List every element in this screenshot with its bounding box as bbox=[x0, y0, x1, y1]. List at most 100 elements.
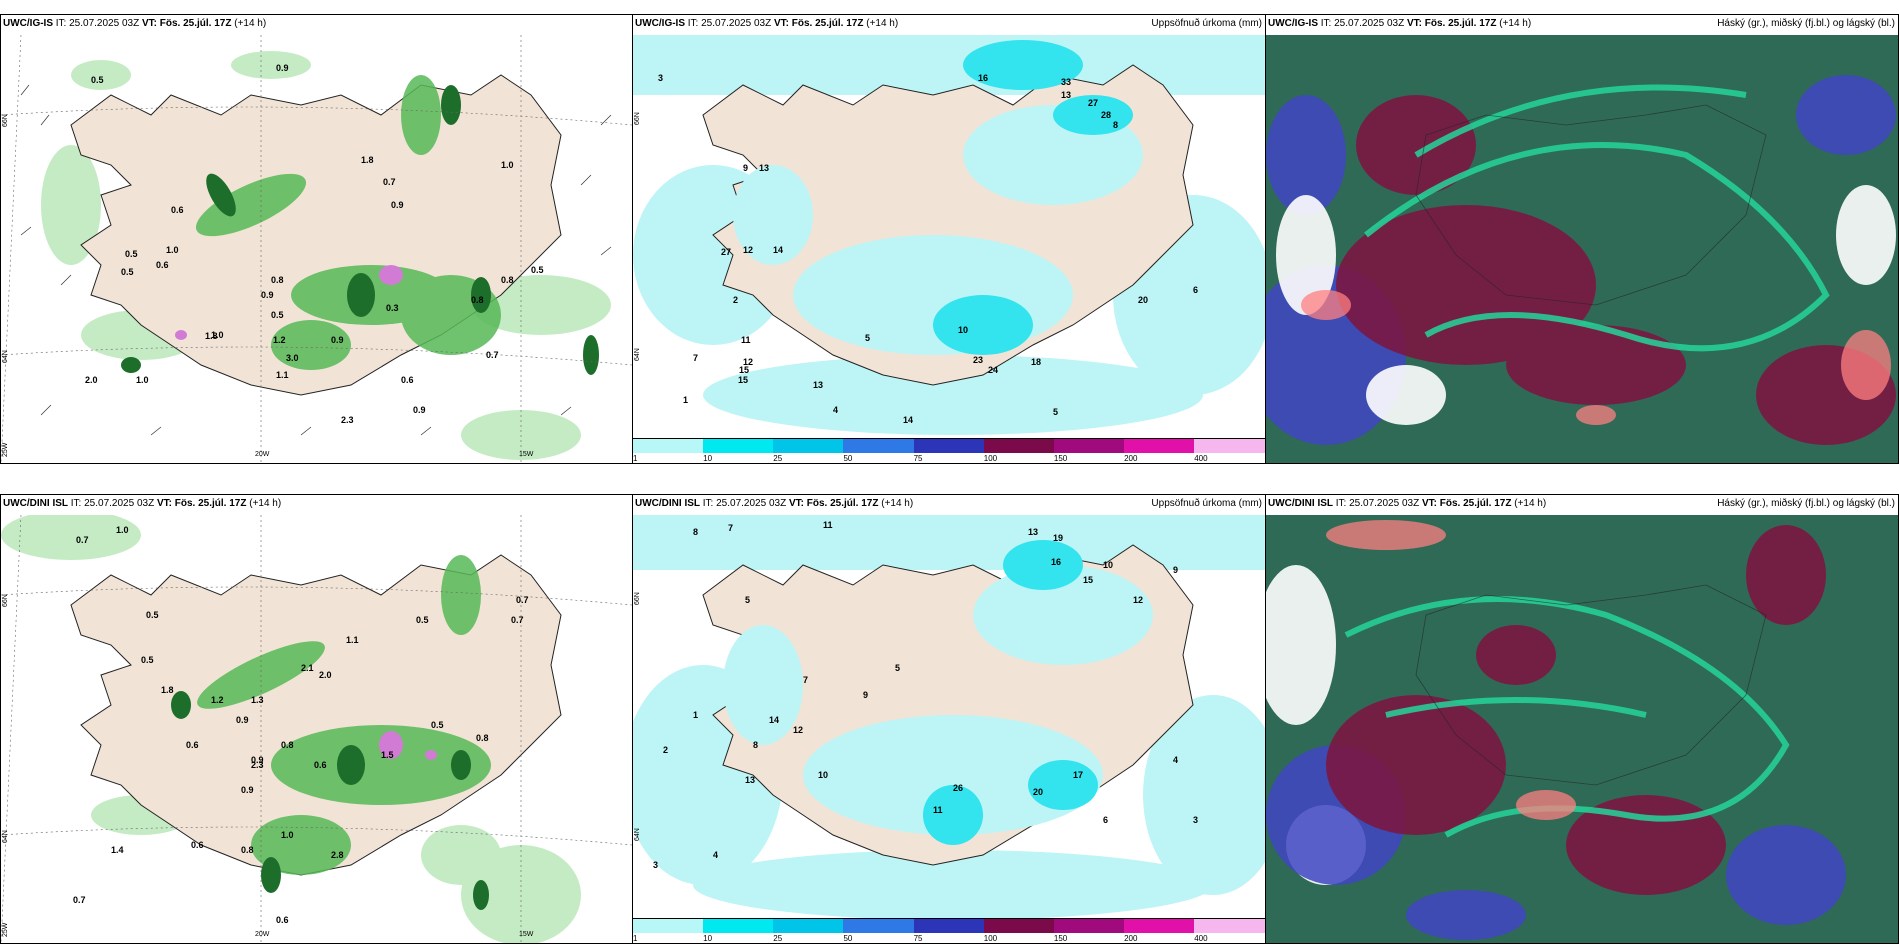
wind-map: 66N 64N 25W 20W 15W 1.0 0.7 0.5 1.8 0.6 … bbox=[1, 515, 632, 943]
precip-title: Uppsöfnuð úrkoma (mm) bbox=[1151, 498, 1262, 509]
wind-value: 0.9 bbox=[413, 405, 426, 415]
wind-value: 1.0 bbox=[136, 375, 149, 385]
precip-value: 9 bbox=[743, 163, 749, 173]
precip-value: 20 bbox=[1138, 295, 1149, 305]
wind-value: 0.5 bbox=[531, 265, 544, 275]
colorbar-swatch bbox=[1124, 439, 1196, 453]
wind-value: 0.5 bbox=[125, 249, 138, 259]
colorbar-tick: 50 bbox=[843, 934, 853, 943]
init-label: IT: bbox=[1335, 498, 1347, 509]
precip-value: 27 bbox=[1088, 98, 1099, 108]
precip-value: 33 bbox=[1061, 77, 1072, 87]
lat-label-25w: 25W bbox=[2, 922, 9, 937]
wind-value: 0.5 bbox=[91, 75, 104, 85]
wind-value: 1.8 bbox=[161, 685, 174, 695]
colorbar-swatch bbox=[983, 919, 1055, 933]
init-time: 25.07.2025 03Z bbox=[701, 18, 772, 29]
wind-value: 0.9 bbox=[391, 200, 404, 210]
colorbar-tick: 50 bbox=[843, 454, 853, 463]
precip-value: 3 bbox=[658, 73, 664, 83]
wind-value: 2.8 bbox=[331, 850, 344, 860]
valid-time: Fös. 25.júl. 17Z bbox=[806, 498, 879, 509]
wind-value: 1.5 bbox=[381, 750, 394, 760]
wind-value: 0.6 bbox=[171, 205, 184, 215]
lat-label-64: 64N bbox=[634, 348, 641, 361]
precip-value: 26 bbox=[953, 783, 964, 793]
precip-value: 5 bbox=[895, 663, 901, 673]
precip-value: 7 bbox=[728, 523, 734, 533]
lead-time: (+14 h) bbox=[881, 498, 914, 509]
precip-value: 5 bbox=[745, 595, 751, 605]
precip-value: 7 bbox=[803, 675, 809, 685]
wind-value: 0.7 bbox=[383, 177, 396, 187]
lead-time: (+14 h) bbox=[1499, 18, 1532, 29]
wind-value: 0.5 bbox=[416, 615, 429, 625]
colorbar-swatch bbox=[633, 919, 705, 933]
colorbar-swatch bbox=[633, 439, 705, 453]
precip-value: 13 bbox=[745, 775, 756, 785]
wind-value: 1.0 bbox=[116, 525, 129, 535]
precip-value: 13 bbox=[759, 163, 770, 173]
panel-header: UWC/IG-IS IT: 25.07.2025 03Z VT: Fös. 25… bbox=[1268, 18, 1531, 29]
colorbar-tick: 150 bbox=[1053, 454, 1068, 463]
model-name: UWC/IG-IS bbox=[3, 18, 53, 29]
wind-value: 2.0 bbox=[85, 375, 98, 385]
precip-value: 11 bbox=[741, 335, 751, 345]
valid-label: VT: bbox=[788, 498, 804, 509]
lon-label-15w: 15W bbox=[519, 931, 534, 938]
panel-header: UWC/IG-IS IT: 25.07.2025 03Z VT: Fös. 25… bbox=[3, 18, 266, 29]
wind-value: 0.9 bbox=[236, 715, 249, 725]
valid-label: VT: bbox=[773, 18, 789, 29]
init-label: IT: bbox=[687, 18, 699, 29]
precip-map: 66N 64N 3 16 33 13 27 9 13 12 14 27 5 10… bbox=[633, 35, 1265, 439]
wind-value: 0.7 bbox=[73, 895, 86, 905]
colorbar-swatch bbox=[913, 919, 985, 933]
colorbar-swatch bbox=[773, 919, 845, 933]
colorbar-tick: 100 bbox=[983, 454, 998, 463]
precip-value: 3 bbox=[1193, 815, 1199, 825]
precip-panel-ig-is: UWC/IG-IS IT: 25.07.2025 03Z VT: Fös. 25… bbox=[632, 14, 1266, 464]
colorbar-tick: 1 bbox=[633, 454, 638, 463]
precip-value: 4 bbox=[713, 850, 719, 860]
wind-value: 0.9 bbox=[251, 755, 264, 765]
wind-value: 1.0 bbox=[281, 830, 294, 840]
lat-label-66: 66N bbox=[2, 594, 9, 607]
colorbar-swatch bbox=[1124, 919, 1196, 933]
precip-value: 5 bbox=[1053, 407, 1059, 417]
valid-time: Fös. 25.júl. 17Z bbox=[159, 18, 232, 29]
colorbar-swatch bbox=[1194, 439, 1265, 453]
precip-value: 13 bbox=[1061, 90, 1072, 100]
wind-value: 0.8 bbox=[476, 733, 489, 743]
cloud-title: Háský (gr.), miðský (fj.bl.) og lágský (… bbox=[1717, 498, 1895, 509]
precip-value: 12 bbox=[793, 725, 804, 735]
wind-panel-ig-is: UWC/IG-IS IT: 25.07.2025 03Z VT: Fös. 25… bbox=[0, 14, 633, 464]
precip-value: 15 bbox=[739, 365, 750, 375]
precip-value: 6 bbox=[1103, 815, 1109, 825]
wind-value: 0.5 bbox=[431, 720, 444, 730]
precip-value: 10 bbox=[958, 325, 969, 335]
precip-value: 19 bbox=[1053, 533, 1064, 543]
wind-value: 0.6 bbox=[314, 760, 327, 770]
wind-value: 0.7 bbox=[486, 350, 499, 360]
model-name: UWC/DINI ISL bbox=[635, 498, 700, 509]
valid-label: VT: bbox=[1421, 498, 1437, 509]
precip-value: 2 bbox=[663, 745, 669, 755]
wind-value: 2.1 bbox=[301, 663, 314, 673]
precip-value: 9 bbox=[863, 690, 869, 700]
precip-value: 10 bbox=[1103, 560, 1114, 570]
wind-value: 0.8 bbox=[501, 275, 514, 285]
wind-value: 0.8 bbox=[471, 295, 484, 305]
lead-time: (+14 h) bbox=[249, 498, 282, 509]
wind-value: 1.4 bbox=[111, 845, 124, 855]
wind-panel-dini: UWC/DINI ISL IT: 25.07.2025 03Z VT: Fös.… bbox=[0, 494, 633, 944]
lon-label-15w: 15W bbox=[519, 451, 534, 458]
valid-time: Fös. 25.júl. 17Z bbox=[791, 18, 864, 29]
precip-value: 8 bbox=[753, 740, 759, 750]
lat-label-66: 66N bbox=[2, 114, 9, 127]
wind-value: 3.0 bbox=[286, 353, 299, 363]
precip-value: 18 bbox=[1031, 357, 1042, 367]
precip-value: 15 bbox=[738, 375, 749, 385]
precip-value: 12 bbox=[1133, 595, 1144, 605]
colorbar-swatch bbox=[913, 439, 985, 453]
precip-value: 6 bbox=[1193, 285, 1199, 295]
